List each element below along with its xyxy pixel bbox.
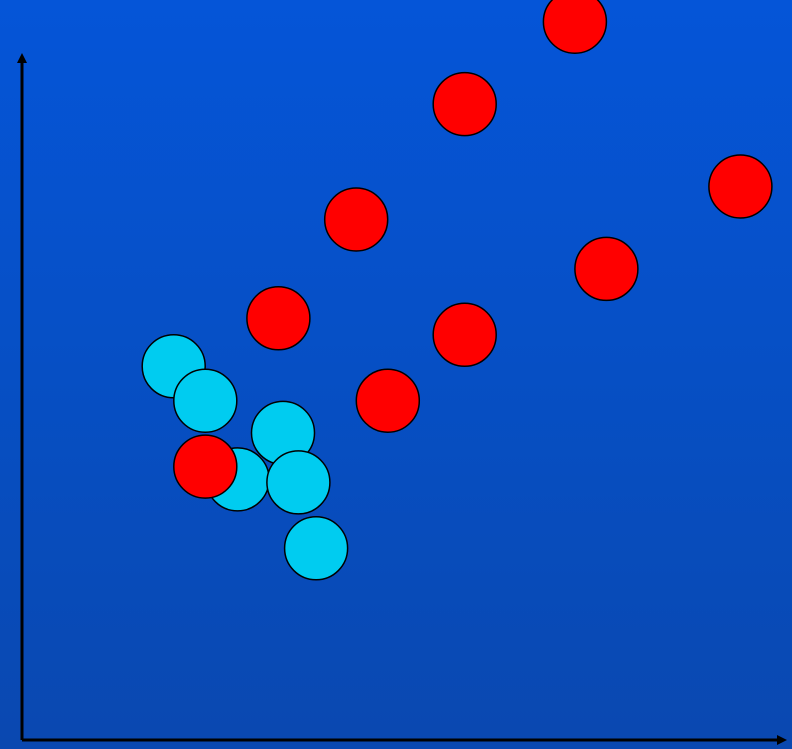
data-point-0-1 <box>173 368 238 433</box>
data-point-0-5 <box>283 516 349 581</box>
data-point-1-1 <box>432 71 497 137</box>
series-0 <box>141 334 349 581</box>
data-point-1-3 <box>323 187 389 252</box>
data-point-1-8 <box>173 434 238 499</box>
data-point-1-0 <box>542 0 608 54</box>
axes <box>17 53 787 745</box>
data-point-0-4 <box>266 450 331 515</box>
data-point-1-4 <box>574 236 639 302</box>
data-point-1-7 <box>355 368 421 433</box>
data-points <box>141 0 773 581</box>
data-point-1-5 <box>246 286 311 351</box>
series-1 <box>173 0 773 499</box>
data-point-1-2 <box>708 154 773 219</box>
data-point-1-6 <box>432 302 497 368</box>
